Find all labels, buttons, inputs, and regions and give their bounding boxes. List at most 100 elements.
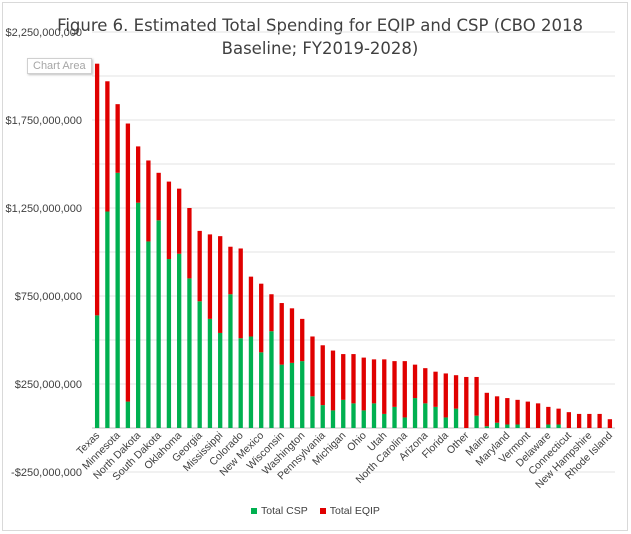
y-tick-label: $750,000,000 xyxy=(15,291,82,303)
y-tick-label: $1,250,000,000 xyxy=(6,203,82,215)
bar-eqip xyxy=(423,368,428,404)
bar-eqip xyxy=(392,361,397,407)
bar-eqip xyxy=(525,401,530,428)
bar-eqip xyxy=(135,146,141,203)
bar-eqip xyxy=(361,357,366,411)
bar-eqip xyxy=(115,104,120,173)
bar-csp xyxy=(197,301,202,428)
bar-csp xyxy=(433,406,438,428)
bar-csp xyxy=(177,253,182,428)
bar-eqip xyxy=(125,123,131,402)
bar-csp xyxy=(341,399,346,428)
y-tick-label: $250,000,000 xyxy=(15,379,82,391)
bar-eqip xyxy=(166,181,172,260)
bar-csp xyxy=(279,364,284,428)
bar-eqip xyxy=(197,230,202,302)
bar-eqip xyxy=(218,236,223,333)
bar-eqip xyxy=(320,345,325,406)
bar-csp xyxy=(156,220,161,428)
chart-title: Figure 6. Estimated Total Spending for E… xyxy=(57,16,583,58)
bar-eqip xyxy=(330,350,336,411)
y-tick-label: $1,750,000,000 xyxy=(6,115,82,127)
bar-csp xyxy=(515,424,520,428)
bar-eqip xyxy=(587,413,592,428)
bar-eqip xyxy=(351,354,356,404)
bar-eqip xyxy=(105,81,110,212)
bar-eqip xyxy=(433,371,438,407)
bar-csp xyxy=(443,417,448,428)
legend-item: Total CSP xyxy=(251,505,308,517)
bar-eqip xyxy=(94,63,100,316)
chart-area-tooltip: Chart Area xyxy=(27,58,92,74)
bar-csp xyxy=(546,424,551,428)
bar-csp xyxy=(556,424,561,428)
bar-eqip xyxy=(597,413,602,428)
bar-eqip xyxy=(269,294,274,332)
bar-csp xyxy=(484,426,489,428)
y-tick-label: $2,250,000,000 xyxy=(6,27,82,39)
bar-eqip xyxy=(402,361,407,418)
bar-csp xyxy=(105,211,110,428)
bar-eqip xyxy=(177,188,182,254)
bar-eqip xyxy=(228,246,233,295)
bar-csp xyxy=(248,336,254,428)
bar-eqip xyxy=(310,336,315,397)
bar-eqip xyxy=(207,234,213,319)
bar-eqip xyxy=(505,398,510,425)
bar-eqip xyxy=(546,406,551,425)
bar-eqip xyxy=(474,376,479,416)
bar-csp xyxy=(474,415,479,428)
x-tick-label: Ohio xyxy=(345,430,369,454)
bar-csp xyxy=(269,331,274,428)
bar-csp xyxy=(453,408,459,428)
bar-csp xyxy=(228,294,233,428)
bar-eqip xyxy=(494,396,500,423)
bar-csp xyxy=(351,403,356,428)
legend-swatch xyxy=(251,508,258,514)
bar-eqip xyxy=(289,308,295,363)
bar-csp xyxy=(125,401,131,428)
bar-eqip xyxy=(443,373,448,418)
bar-csp xyxy=(392,406,397,428)
bar-eqip xyxy=(146,160,151,242)
bar-csp xyxy=(218,332,223,428)
bar-eqip xyxy=(464,376,469,428)
bar-eqip xyxy=(238,248,243,339)
bar-eqip xyxy=(566,412,572,428)
bar-eqip xyxy=(341,354,346,400)
bar-eqip xyxy=(382,359,387,414)
bar-eqip xyxy=(156,172,161,221)
bar-eqip xyxy=(535,403,541,428)
bar-eqip xyxy=(576,413,582,428)
bar-csp xyxy=(505,424,510,428)
bar-csp xyxy=(187,278,192,428)
legend: Total CSP Total EQIP xyxy=(0,505,631,517)
bar-csp xyxy=(94,315,100,428)
bar-csp xyxy=(135,202,141,428)
bar-csp xyxy=(412,398,418,428)
bar-eqip xyxy=(515,399,520,425)
legend-label: Total CSP xyxy=(261,505,308,517)
bar-eqip xyxy=(607,419,613,428)
bar-csp xyxy=(146,241,151,428)
bar-eqip xyxy=(412,364,418,399)
bar-csp xyxy=(259,352,264,428)
bar-csp xyxy=(166,259,172,428)
bar-eqip xyxy=(371,359,377,404)
bar-csp xyxy=(423,403,428,428)
legend-swatch xyxy=(319,508,326,514)
bar-eqip xyxy=(300,318,305,362)
bar-eqip xyxy=(484,392,489,427)
bar-eqip xyxy=(453,375,459,409)
y-tick-label: -$250,000,000 xyxy=(11,467,82,479)
bar-csp xyxy=(238,338,243,428)
bar-csp xyxy=(402,417,407,428)
bar-csp xyxy=(494,422,500,428)
bar-eqip xyxy=(187,208,192,279)
bar-csp xyxy=(300,361,305,428)
bar-eqip xyxy=(259,283,264,353)
bar-csp xyxy=(207,318,213,428)
bar-csp xyxy=(289,362,295,428)
bar-csp xyxy=(371,403,377,428)
